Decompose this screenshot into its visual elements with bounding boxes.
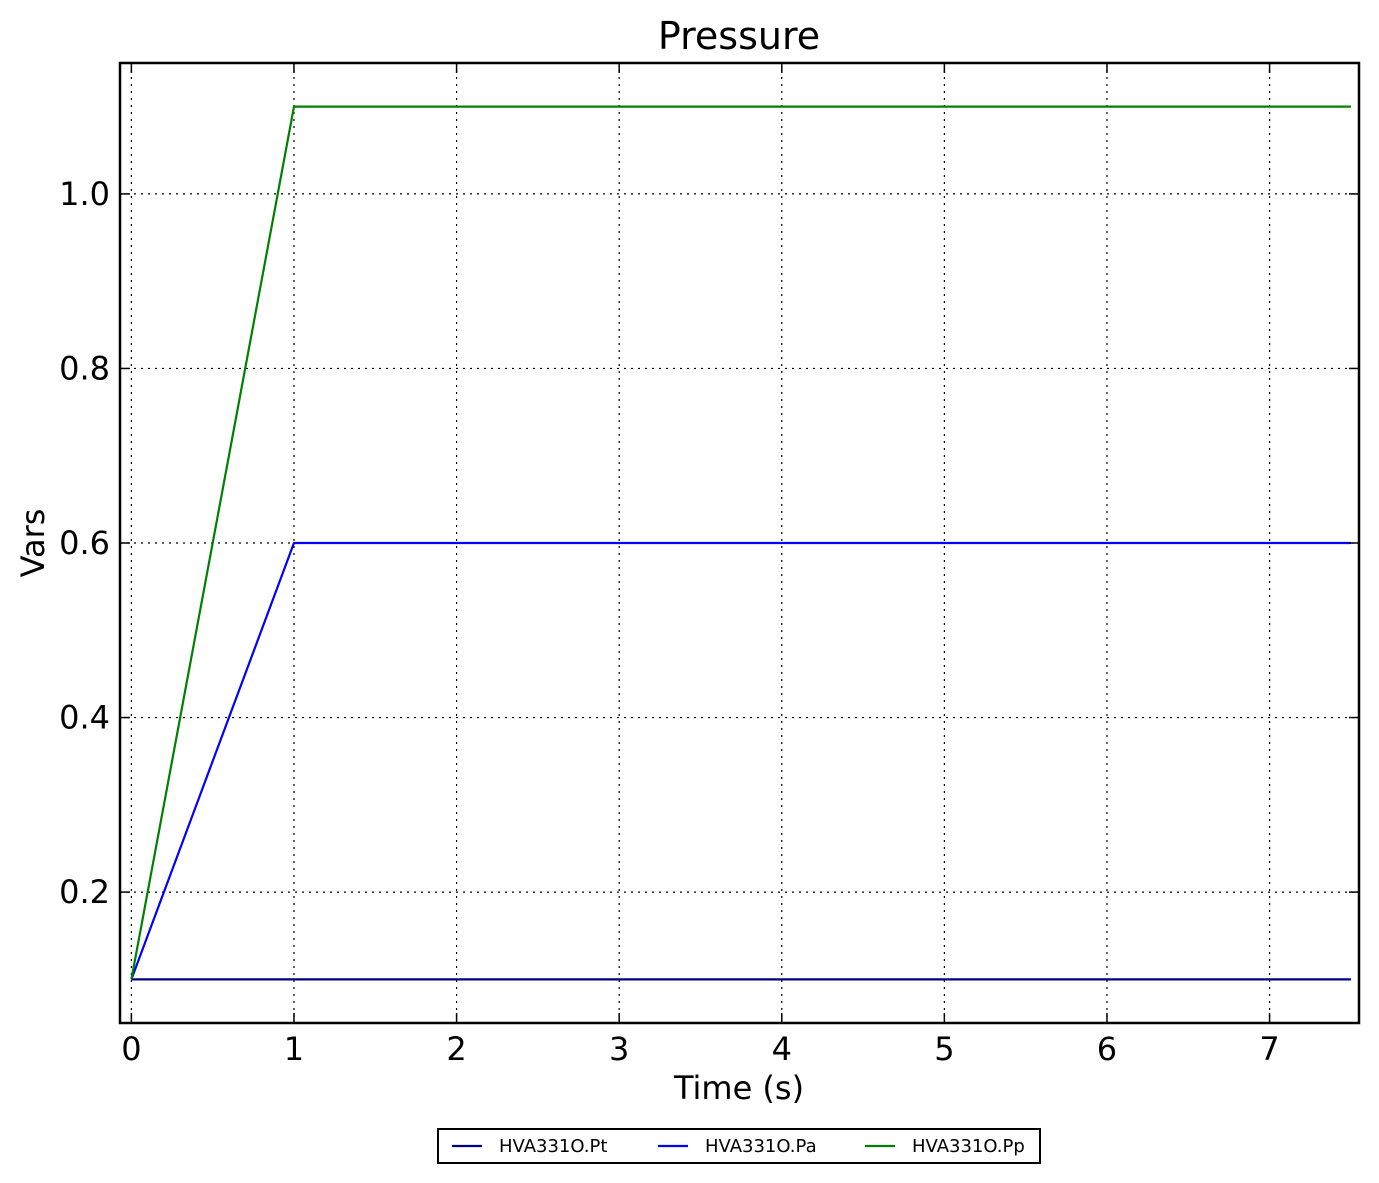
legend-label-hva331o-pa: HVA331O.Pa [705,1136,817,1157]
x-axis-label: Time (s) [673,1069,804,1107]
x-tick-label: 2 [446,1030,466,1068]
x-tick-label: 7 [1259,1030,1279,1068]
y-tick-label: 0.8 [59,349,110,387]
legend-label-hva331o-pt: HVA331O.Pt [499,1136,607,1157]
y-tick-label: 1.0 [59,175,110,213]
chart-title: Pressure [658,14,820,58]
x-tick-label: 3 [609,1030,629,1068]
x-tick-label: 4 [772,1030,792,1068]
y-tick-label: 0.6 [59,524,110,562]
x-tick-label: 6 [1097,1030,1117,1068]
x-tick-label: 0 [121,1030,141,1068]
legend: HVA331O.Pt HVA331O.Pa HVA331O.Pp [437,1128,1041,1164]
y-tick-label: 0.4 [59,699,110,737]
series-lines [130,105,1351,981]
y-axis-label: Vars [14,509,52,578]
y-tick-label: 0.2 [59,873,110,911]
grid [120,63,1359,1023]
series-line-hva331o-pa [130,541,1351,980]
tick-labels: 0 1 2 3 4 5 6 7 0.2 0.4 0.6 0.8 1.0 [59,175,1280,1068]
legend-frame [437,1128,1041,1164]
legend-label-hva331o-pp: HVA331O.Pp [912,1136,1025,1157]
series-line-hva331o-pp [130,105,1351,980]
ticks [120,63,1359,1023]
x-tick-label: 5 [934,1030,954,1068]
x-tick-label: 1 [284,1030,304,1068]
